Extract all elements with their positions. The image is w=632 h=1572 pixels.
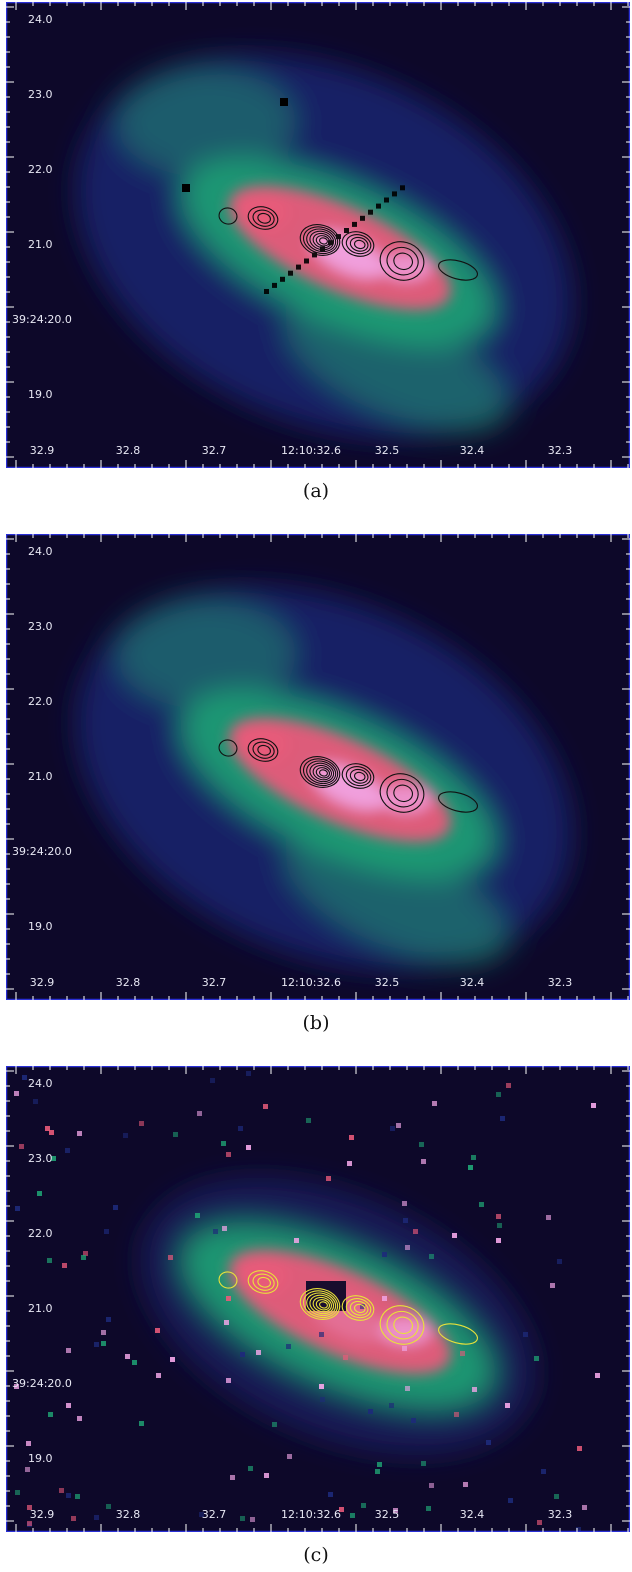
image-frame-b: 24.0 23.0 22.0 21.0 39:24:20.0 19.0 32.9 32.8 32… — [6, 534, 630, 1000]
emission-map-a: 24.0 23.0 22.0 21.0 39:24:20.0 19.0 32.9 32.8 32… — [6, 2, 630, 468]
y-tick-label: 24.0 — [28, 1077, 53, 1090]
y-tick-label: 19.0 — [28, 1452, 53, 1465]
emission-layers — [140, 1177, 536, 1456]
y-tick-label: 23.0 — [28, 620, 53, 633]
bad-pixel — [182, 184, 190, 192]
x-tick-label: 12:10:32.6 — [281, 444, 341, 457]
emission-map-c: 24.0 23.0 22.0 21.0 39:24:20.0 19.0 32.9 32.8 32… — [6, 1066, 630, 1532]
y-tick-label: 24.0 — [28, 545, 53, 558]
panel-caption-b: (b) — [302, 1012, 330, 1034]
x-tick-label: 32.7 — [202, 1508, 227, 1521]
x-tick-label: 32.7 — [202, 976, 227, 989]
y-tick-label: 24.0 — [28, 13, 53, 26]
x-tick-label: 32.3 — [548, 444, 573, 457]
contours — [218, 206, 479, 281]
axes-frame — [6, 2, 630, 468]
x-tick-label: 32.3 — [548, 1508, 573, 1521]
image-frame-a: 24.0 23.0 22.0 21.0 39:24:20.0 19.0 32.9 32.8 32… — [6, 2, 630, 468]
axes-frame — [6, 534, 630, 1000]
y-tick-label: 39:24:20.0 — [12, 845, 72, 858]
y-tick-label: 21.0 — [28, 238, 53, 251]
x-tick-label: 12:10:32.6 — [281, 1508, 341, 1521]
diffraction-spike — [264, 185, 405, 294]
y-tick-label: 23.0 — [28, 1152, 53, 1165]
emission-map-b: 24.0 23.0 22.0 21.0 39:24:20.0 19.0 32.9 32.8 32… — [6, 534, 630, 1000]
panel-caption-a: (a) — [302, 480, 330, 502]
y-tick-label: 21.0 — [28, 770, 53, 783]
y-tick-label: 22.0 — [28, 163, 53, 176]
y-tick-label: 39:24:20.0 — [12, 1377, 72, 1390]
y-tick-label: 19.0 — [28, 920, 53, 933]
panel-caption-c: (c) — [303, 1544, 329, 1566]
y-tick-label: 22.0 — [28, 695, 53, 708]
axes-frame — [6, 1066, 630, 1532]
x-tick-label: 32.5 — [375, 444, 400, 457]
contours — [218, 738, 479, 813]
x-tick-label: 32.4 — [460, 444, 485, 457]
x-tick-label: 32.3 — [548, 976, 573, 989]
x-tick-label: 32.8 — [116, 1508, 141, 1521]
x-tick-label: 32.7 — [202, 444, 227, 457]
x-tick-label: 32.5 — [375, 1508, 400, 1521]
x-tick-label: 32.4 — [460, 976, 485, 989]
x-tick-label: 32.9 — [30, 976, 55, 989]
y-tick-label: 21.0 — [28, 1302, 53, 1315]
x-tick-label: 32.9 — [30, 1508, 55, 1521]
image-frame-c: 24.0 23.0 22.0 21.0 39:24:20.0 19.0 32.9 32.8 32… — [6, 1066, 630, 1532]
x-tick-label: 32.5 — [375, 976, 400, 989]
y-tick-label: 19.0 — [28, 388, 53, 401]
y-tick-label: 22.0 — [28, 1227, 53, 1240]
contours — [218, 1270, 479, 1345]
y-tick-label: 39:24:20.0 — [12, 313, 72, 326]
x-tick-label: 32.9 — [30, 444, 55, 457]
bad-pixel — [280, 98, 288, 106]
noise-speckles — [14, 1071, 600, 1532]
x-tick-label: 32.8 — [116, 976, 141, 989]
x-tick-label: 32.4 — [460, 1508, 485, 1521]
y-tick-label: 23.0 — [28, 88, 53, 101]
x-tick-label: 12:10:32.6 — [281, 976, 341, 989]
x-tick-label: 32.8 — [116, 444, 141, 457]
